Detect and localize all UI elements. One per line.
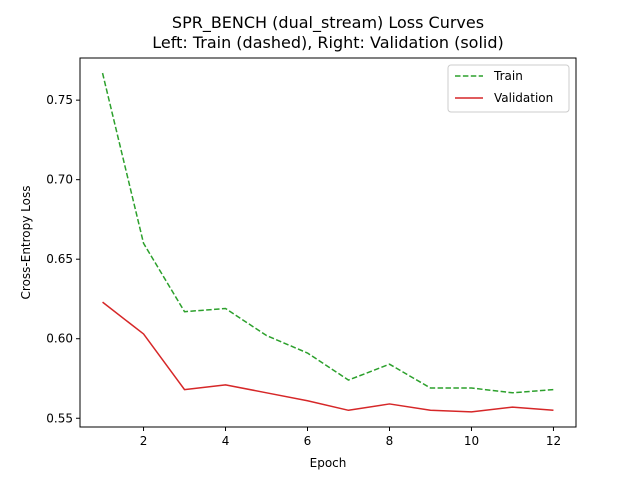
y-tick-label: 0.60 [46, 332, 73, 346]
x-tick-label: 8 [386, 434, 394, 448]
y-tick-label: 0.70 [46, 173, 73, 187]
series-line-validation [102, 301, 554, 413]
x-tick-label: 4 [222, 434, 230, 448]
legend-label-validation: Validation [494, 91, 553, 105]
x-tick-label: 6 [304, 434, 312, 448]
x-tick-label: 10 [464, 434, 479, 448]
x-axis-label: Epoch [310, 456, 347, 470]
legend-box [447, 64, 570, 113]
legend-label-train: Train [493, 69, 523, 83]
legend: Train Validation [447, 64, 570, 113]
y-tick-label: 0.55 [46, 411, 73, 425]
chart-subtitle: Left: Train (dashed), Right: Validation … [152, 33, 504, 52]
y-tick-label: 0.65 [46, 252, 73, 266]
series-layer [101, 72, 554, 413]
y-axis-label: Cross-Entropy Loss [19, 186, 33, 300]
chart-title: SPR_BENCH (dual_stream) Loss Curves [172, 13, 484, 33]
ticks-layer: 2 4 6 8 10 12 0.55 0.60 0.65 0.70 0.75 [46, 93, 561, 448]
series-line-train [101, 72, 554, 394]
x-tick-label: 2 [140, 434, 148, 448]
plot-frame [79, 57, 577, 428]
y-tick-label: 0.75 [46, 93, 73, 107]
plot-area [80, 58, 576, 427]
x-tick-label: 12 [546, 434, 561, 448]
